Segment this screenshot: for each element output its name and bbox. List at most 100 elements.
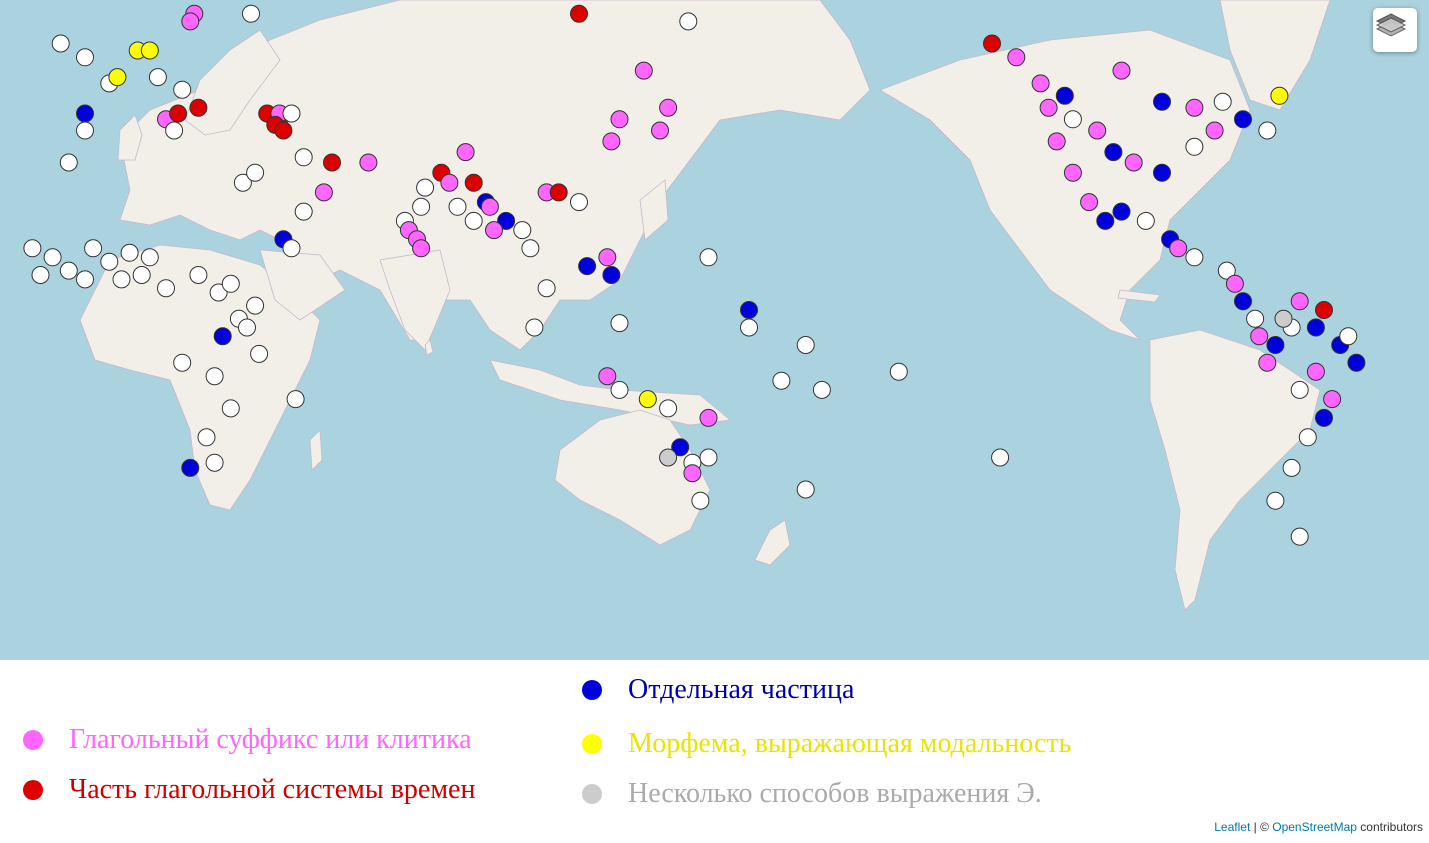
map-marker-none[interactable] [1339,327,1358,346]
map-marker-tense[interactable] [323,153,341,172]
map-marker-modal[interactable] [108,68,127,87]
map-marker-none[interactable] [1290,380,1309,399]
map-marker-none[interactable] [43,248,62,267]
map-marker-particle[interactable] [1055,86,1074,105]
map-marker-particle[interactable] [1104,143,1123,162]
map-marker-none[interactable] [197,428,216,447]
map-marker-particle[interactable] [1153,163,1171,182]
map-marker-suffix[interactable] [1169,239,1188,258]
map-marker-none[interactable] [740,318,758,337]
map-marker-none[interactable] [464,211,483,230]
map-marker-particle[interactable] [181,458,200,477]
map-marker-suffix[interactable] [456,143,475,162]
map-marker-none[interactable] [173,80,192,99]
map-marker-suffix[interactable] [1250,327,1269,346]
map-marker-suffix[interactable] [1047,132,1066,151]
map-marker-none[interactable] [76,270,94,289]
map-marker-none[interactable] [59,261,78,280]
map-marker-none[interactable] [250,344,269,363]
map-marker-suffix[interactable] [659,98,678,117]
map-marker-none[interactable] [659,399,678,418]
map-marker-particle[interactable] [671,438,690,457]
map-marker-none[interactable] [246,163,265,182]
map-marker-suffix[interactable] [602,132,621,151]
map-marker-suffix[interactable] [651,121,669,140]
map-marker-particle[interactable] [1266,336,1285,354]
map-marker-tense[interactable] [983,34,1001,53]
map-marker-none[interactable] [165,121,184,140]
map-marker-none[interactable] [448,197,467,216]
map-marker-multiple[interactable] [1274,309,1293,328]
map-marker-none[interactable] [221,399,240,418]
map-marker-none[interactable] [513,221,532,240]
map-marker-none[interactable] [100,252,119,271]
map-marker-none[interactable] [1213,92,1232,111]
map-marker-tense[interactable] [549,183,568,202]
map-marker-suffix[interactable] [598,367,617,386]
map-marker-none[interactable] [525,318,544,337]
map-marker-none[interactable] [1266,491,1285,510]
map-marker-suffix[interactable] [1323,390,1342,409]
map-marker-none[interactable] [521,239,540,258]
map-marker-suffix[interactable] [1225,274,1244,293]
map-marker-modal[interactable] [638,390,657,409]
map-marker-particle[interactable] [1096,211,1115,230]
map-marker-none[interactable] [31,266,50,284]
map-marker-none[interactable] [772,371,791,390]
map-marker-none[interactable] [59,153,78,172]
map-marker-particle[interactable] [497,211,516,230]
map-marker-suffix[interactable] [412,239,431,258]
map-marker-particle[interactable] [1347,353,1366,372]
map-marker-particle[interactable] [740,301,758,319]
map-marker-particle[interactable] [1153,92,1171,111]
map-marker-suffix[interactable] [181,12,200,31]
osm-link[interactable]: OpenStreetMap [1272,820,1357,834]
map-marker-none[interactable] [1217,261,1236,280]
map-marker-none[interactable] [1185,137,1204,156]
map-marker-none[interactable] [416,178,435,197]
map-marker-none[interactable] [221,274,240,293]
map-marker-none[interactable] [242,4,260,23]
map-marker-none[interactable] [991,448,1010,467]
map-marker-none[interactable] [412,197,431,216]
map-marker-none[interactable] [610,380,629,399]
map-marker-none[interactable] [699,248,718,267]
map-marker-suffix[interactable] [1080,193,1099,212]
map-marker-particle[interactable] [213,327,232,346]
map-marker-none[interactable] [140,248,159,267]
map-marker-none[interactable] [205,453,224,472]
map-marker-suffix[interactable] [1258,353,1277,372]
map-marker-none[interactable] [610,314,629,333]
map-marker-none[interactable] [294,148,313,167]
map-marker-none[interactable] [148,68,167,87]
map-marker-none[interactable] [796,336,815,354]
map-marker-none[interactable] [189,266,208,284]
map-marker-suffix[interactable] [598,248,617,267]
map-marker-tense[interactable] [464,173,483,192]
map-marker-none[interactable] [233,173,252,192]
map-marker-suffix[interactable] [1007,48,1026,67]
map-marker-suffix[interactable] [480,197,499,216]
map-marker-suffix[interactable] [1031,74,1050,93]
map-marker-none[interactable] [157,279,175,298]
map-marker-none[interactable] [1298,428,1317,447]
map-marker-none[interactable] [679,12,698,31]
map-marker-none[interactable] [209,283,228,302]
map-marker-none[interactable] [537,279,556,298]
map-marker-tense[interactable] [274,121,293,140]
map-marker-none[interactable] [112,270,131,289]
map-marker-particle[interactable] [1234,110,1252,129]
map-marker-suffix[interactable] [440,173,459,192]
map-marker-none[interactable] [1063,110,1082,129]
map-marker-none[interactable] [294,202,313,221]
map-marker-suffix[interactable] [1290,292,1309,311]
map-marker-particle[interactable] [602,266,621,284]
map-marker-suffix[interactable] [1124,153,1143,172]
map-marker-none[interactable] [1282,458,1301,477]
map-marker-tense[interactable] [570,4,588,23]
map-marker-none[interactable] [282,239,301,258]
map-marker-multiple[interactable] [659,448,678,467]
map-marker-particle[interactable] [1315,408,1333,427]
map-marker-suffix[interactable] [1088,121,1107,140]
map-marker-suffix[interactable] [1112,61,1131,80]
